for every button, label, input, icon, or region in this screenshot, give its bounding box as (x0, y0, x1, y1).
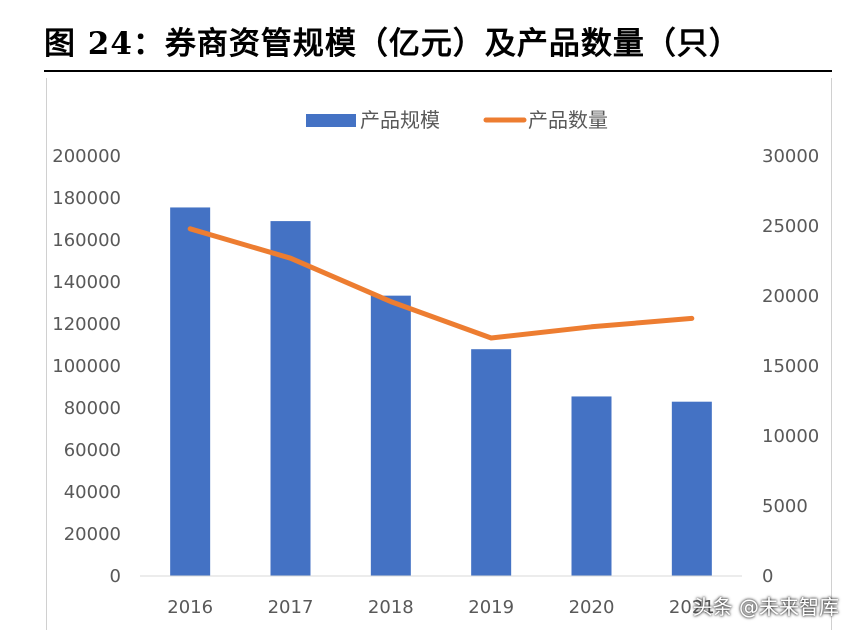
right-tick-label: 30000 (762, 146, 819, 167)
legend-label-bar: 产品规模 (360, 108, 440, 132)
watermark: 头条 @未来智库 (692, 595, 839, 619)
chart-title: 图 24：券商资管规模（亿元）及产品数量（只） (44, 26, 741, 62)
right-axis: 30000 25000 20000 15000 10000 5000 0 (762, 146, 819, 587)
x-tick-label: 2016 (167, 597, 213, 618)
right-tick-label: 15000 (762, 356, 819, 377)
x-tick-label: 2019 (468, 597, 514, 618)
bar-2019 (471, 349, 512, 576)
left-tick-label: 40000 (64, 482, 121, 503)
right-tick-label: 25000 (762, 216, 819, 237)
x-axis-labels: 2016 2017 2018 2019 2020 2021 (167, 597, 714, 618)
right-tick-label: 0 (762, 566, 773, 587)
left-tick-label: 0 (110, 566, 121, 587)
left-tick-label: 140000 (52, 272, 121, 293)
bar-series (170, 207, 712, 576)
x-tick-label: 2017 (268, 597, 314, 618)
left-tick-label: 60000 (64, 440, 121, 461)
x-tick-label: 2021 (669, 597, 715, 618)
x-tick-label: 2020 (569, 597, 615, 618)
right-tick-label: 10000 (762, 426, 819, 447)
legend: 产品规模 产品数量 (306, 108, 608, 132)
left-tick-label: 80000 (64, 398, 121, 419)
left-tick-label: 20000 (64, 524, 121, 545)
right-tick-label: 5000 (762, 496, 808, 517)
left-tick-label: 120000 (52, 314, 121, 335)
right-tick-label: 20000 (762, 286, 819, 307)
chart-area (46, 78, 832, 630)
left-tick-label: 200000 (52, 146, 121, 167)
bar-2018 (370, 295, 411, 576)
left-tick-label: 180000 (52, 188, 121, 209)
bar-2016 (170, 207, 211, 576)
left-tick-label: 160000 (52, 230, 121, 251)
title-divider (44, 70, 832, 72)
bar-2020 (571, 396, 612, 576)
left-tick-label: 100000 (52, 356, 121, 377)
bar-2017 (270, 221, 311, 576)
line-product-count (187, 226, 695, 341)
left-axis: 2000001800001600001400001200001000008000… (52, 146, 121, 587)
legend-label-line: 产品数量 (528, 108, 608, 132)
legend-swatch-bar (306, 114, 356, 127)
line-series (187, 226, 695, 341)
bar-2021 (671, 401, 712, 576)
x-tick-label: 2018 (368, 597, 414, 618)
